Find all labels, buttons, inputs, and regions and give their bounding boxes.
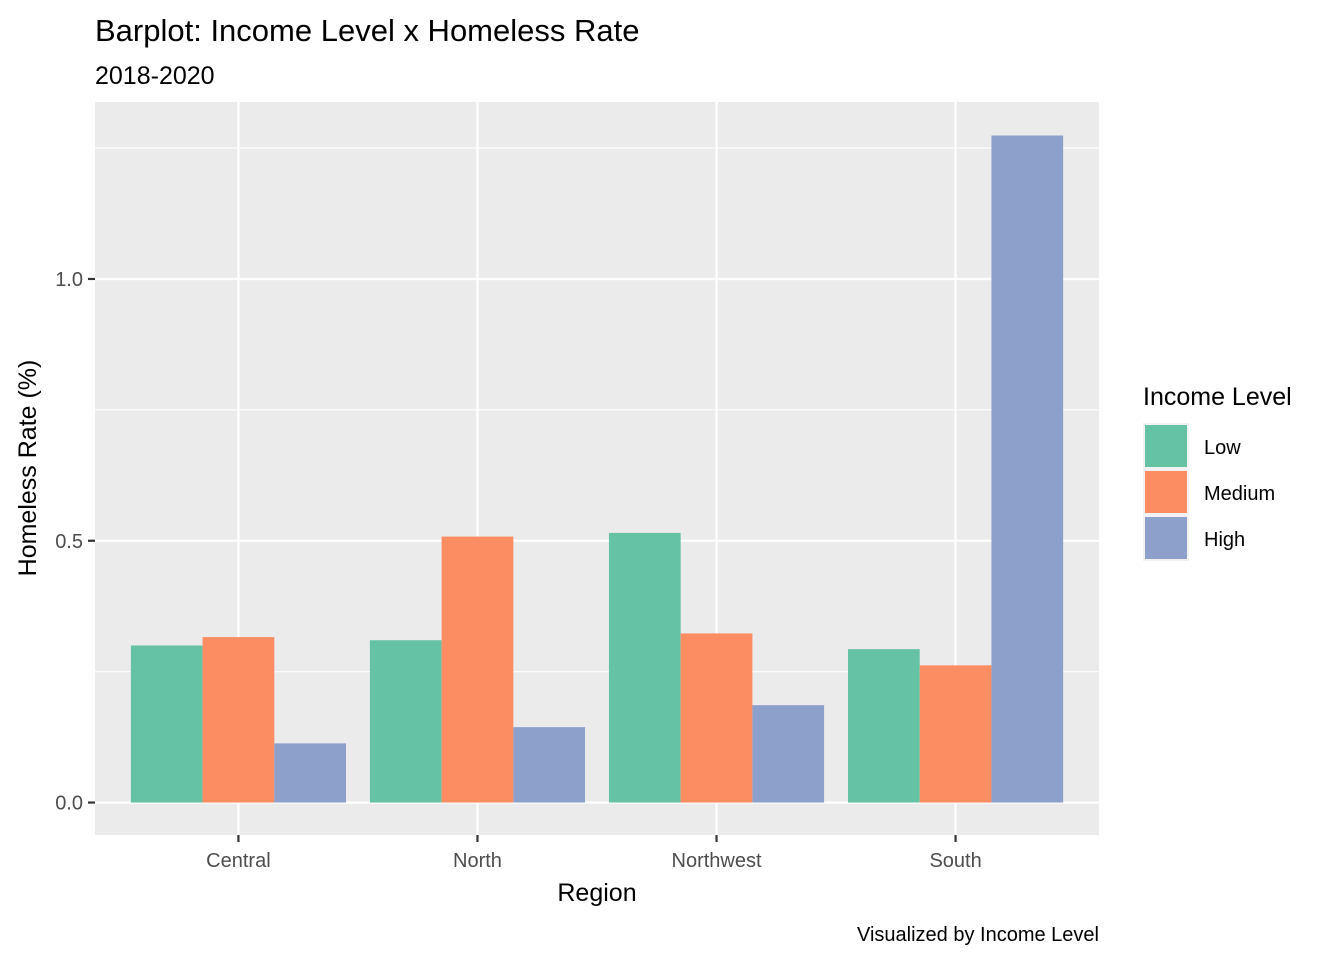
bar-northwest-high xyxy=(752,705,825,803)
chart-subtitle: 2018-2020 xyxy=(95,62,215,90)
x-tick-label-north: North xyxy=(453,850,502,872)
bar-north-high xyxy=(513,727,586,803)
legend-key-low xyxy=(1145,425,1187,467)
bar-north-medium xyxy=(441,536,514,803)
x-tick-label-central: Central xyxy=(206,850,270,872)
bar-central-low xyxy=(130,645,203,803)
bar-south-high xyxy=(991,135,1064,803)
bars xyxy=(130,135,1064,803)
legend-title: Income Level xyxy=(1143,383,1292,411)
y-axis-title: Homeless Rate (%) xyxy=(14,360,42,577)
bar-south-medium xyxy=(919,665,992,803)
bar-northwest-medium xyxy=(680,633,753,803)
chart-title: Barplot: Income Level x Homeless Rate xyxy=(95,13,639,48)
x-axis-title: Region xyxy=(557,879,636,907)
x-axis: Central North Northwest South xyxy=(206,835,982,872)
legend: Income Level Low Medium High xyxy=(1143,383,1292,561)
bar-central-high xyxy=(274,743,346,803)
legend-label-high: High xyxy=(1204,529,1245,551)
legend-items: Low Medium High xyxy=(1143,423,1275,561)
y-tick-label: 0.5 xyxy=(55,531,83,553)
y-tick-label: 1.0 xyxy=(55,269,83,291)
bar-northwest-low xyxy=(608,532,681,803)
y-tick-label: 0.0 xyxy=(55,793,83,815)
legend-key-medium xyxy=(1145,471,1187,513)
legend-label-medium: Medium xyxy=(1204,483,1275,505)
bar-central-medium xyxy=(202,637,275,803)
legend-key-high xyxy=(1145,517,1187,559)
y-axis: 0.0 0.5 1.0 xyxy=(55,269,95,815)
bar-north-low xyxy=(369,640,442,803)
legend-label-low: Low xyxy=(1204,437,1241,459)
chart-caption: Visualized by Income Level xyxy=(857,924,1099,946)
x-tick-label-south: South xyxy=(929,850,981,872)
bar-south-low xyxy=(848,649,920,803)
x-tick-label-northwest: Northwest xyxy=(672,850,762,872)
